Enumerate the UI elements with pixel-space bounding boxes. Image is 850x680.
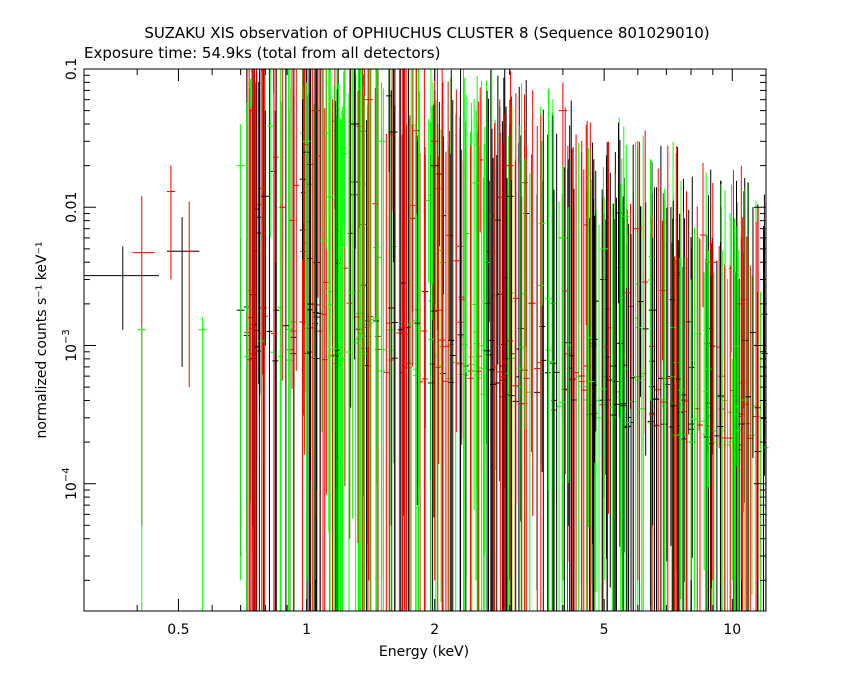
plot-frame (83, 68, 767, 612)
x-tick-label: 5 (600, 622, 609, 638)
x-tick-label: 0.5 (167, 622, 189, 638)
y-axis-label: normalized counts s⁻¹ keV⁻¹ (34, 241, 50, 438)
axes: 0.5 1 2 5 10 0.1 0.01 10−3 10−4 (61, 58, 767, 638)
y-tick-label: 10−3 (61, 329, 80, 362)
y-tick-label: 10−4 (61, 467, 80, 500)
y-tick-label: 0.01 (64, 192, 80, 223)
x-tick-label: 10 (723, 622, 741, 638)
x-tick-label: 1 (302, 622, 311, 638)
x-tick-label: 2 (430, 622, 439, 638)
x-axis-label: Energy (keV) (379, 644, 469, 660)
data-marks (84, 69, 769, 611)
chart-title: SUZAKU XIS observation of OPHIUCHUS CLUS… (144, 24, 709, 42)
chart-subtitle: Exposure time: 54.9ks (total from all de… (84, 44, 440, 62)
y-tick-label: 0.1 (64, 58, 80, 80)
